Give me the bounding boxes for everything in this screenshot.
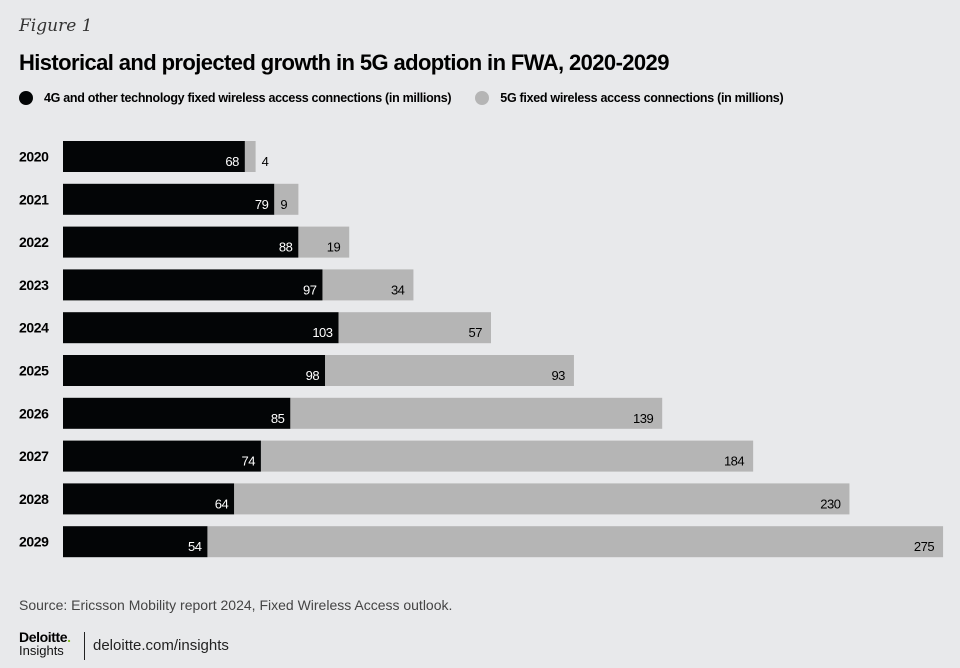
bar-4g <box>63 312 339 344</box>
data-label-5g: 93 <box>551 368 565 383</box>
data-label-5g: 230 <box>820 496 840 511</box>
bar-5g <box>274 183 299 215</box>
bar-5g <box>325 355 574 386</box>
bar-5g <box>338 312 491 344</box>
data-label-4g: 54 <box>188 539 202 554</box>
bar-5g <box>290 397 663 429</box>
category-label: 2024 <box>19 320 49 336</box>
data-label-5g: 4 <box>262 154 269 169</box>
bar-4g <box>63 183 275 215</box>
deloitte-insights-logo: Deloitte. Insights <box>19 629 71 658</box>
data-label-4g: 64 <box>215 496 229 511</box>
bar-5g <box>244 141 256 172</box>
legend-swatch-4g <box>19 91 33 105</box>
legend-swatch-5g <box>475 91 490 105</box>
legend-label-4g: 4G and other technology fixed wireless a… <box>44 91 452 105</box>
category-label: 2025 <box>19 363 49 379</box>
category-label: 2029 <box>19 534 49 550</box>
data-label-4g: 88 <box>279 240 293 255</box>
figure-label: Figure 1 <box>19 16 93 36</box>
category-label: 2021 <box>19 191 49 207</box>
footer-divider <box>84 632 85 660</box>
category-label: 2026 <box>19 405 49 421</box>
bar-4g <box>63 483 235 515</box>
logo-brand: Deloitte <box>19 629 68 645</box>
bar-4g <box>63 269 323 301</box>
data-label-4g: 97 <box>303 282 317 297</box>
logo-dot: . <box>67 629 71 645</box>
data-label-5g: 34 <box>391 282 405 297</box>
legend-item-5g: 5G fixed wireless access connections (in… <box>475 91 784 105</box>
legend-item-4g: 4G and other technology fixed wireless a… <box>19 91 452 105</box>
data-label-4g: 103 <box>312 325 332 340</box>
bar-5g <box>322 269 414 301</box>
category-label: 2023 <box>19 277 49 293</box>
bar-4g <box>63 440 261 472</box>
chart-title: Historical and projected growth in 5G ad… <box>19 50 669 75</box>
source-note: Source: Ericsson Mobility report 2024, F… <box>19 597 453 613</box>
logo-sub: Insights <box>19 643 64 658</box>
data-label-4g: 98 <box>306 368 320 383</box>
legend-label-5g: 5G fixed wireless access connections (in… <box>500 91 784 105</box>
data-label-5g: 139 <box>633 411 653 426</box>
data-label-5g: 19 <box>327 240 341 255</box>
bar-4g <box>63 355 326 386</box>
bar-4g <box>63 141 245 172</box>
footer-link[interactable]: deloitte.com/insights <box>93 637 229 654</box>
category-label: 2028 <box>19 491 49 507</box>
data-label-5g: 9 <box>280 197 287 212</box>
bar-5g <box>234 483 850 515</box>
data-label-4g: 85 <box>271 411 285 426</box>
category-label: 2027 <box>19 448 49 464</box>
data-label-4g: 79 <box>255 197 269 212</box>
bar-5g <box>260 440 754 472</box>
bar-5g <box>207 526 944 558</box>
data-label-5g: 275 <box>914 539 934 554</box>
bar-5g <box>298 226 350 258</box>
bar-4g <box>63 226 299 258</box>
category-label: 2020 <box>19 149 49 165</box>
bar-4g <box>63 526 208 558</box>
data-label-5g: 57 <box>469 325 483 340</box>
legend: 4G and other technology fixed wireless a… <box>19 91 807 105</box>
data-label-4g: 68 <box>225 154 239 169</box>
data-label-5g: 184 <box>724 454 744 469</box>
data-label-4g: 74 <box>241 454 255 469</box>
bar-4g <box>63 397 291 429</box>
category-label: 2022 <box>19 234 49 250</box>
